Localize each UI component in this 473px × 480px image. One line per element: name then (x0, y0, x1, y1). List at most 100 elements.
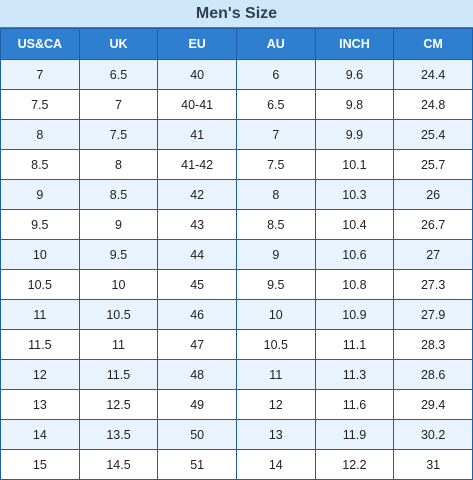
table-row: 8 7.5 41 7 9.9 25.4 (0, 119, 473, 150)
table-cell: 10.1 (314, 149, 395, 180)
table-cell: 8.5 (78, 179, 159, 210)
table-cell: 11 (78, 329, 159, 360)
table-cell: 9.6 (314, 59, 395, 90)
table-cell: 47 (157, 329, 237, 360)
table-row: 13 12.5 49 12 11.6 29.4 (0, 389, 473, 420)
table-cell: 8 (0, 119, 80, 150)
table-row: 15 14.5 51 14 12.2 31 (0, 449, 473, 480)
table-cell: 27 (393, 239, 473, 270)
table-cell: 6.5 (78, 59, 159, 90)
table-cell: 9.9 (314, 119, 395, 150)
table-cell: 40-41 (157, 89, 237, 120)
table-cell: 25.7 (393, 149, 473, 180)
table-cell: 29.4 (393, 389, 473, 420)
table-cell: 10.5 (235, 329, 316, 360)
column-header: INCH (314, 28, 395, 60)
table-cell: 11 (0, 299, 80, 330)
table-body: 7 6.5 40 6 9.6 24.4 7.5 7 40-41 6.5 9.8 24.8 8 7.5 41 7… (0, 59, 473, 480)
table-row: 14 13.5 50 13 11.9 30.2 (0, 419, 473, 450)
table-cell: 27.9 (393, 299, 473, 330)
table-cell: 42 (157, 179, 237, 210)
table-cell: 12.2 (314, 449, 395, 480)
table-cell: 7.5 (78, 119, 159, 150)
table-cell: 31 (393, 449, 473, 480)
table-cell: 12.5 (78, 389, 159, 420)
table-cell: 9 (235, 239, 316, 270)
table-cell: 41 (157, 119, 237, 150)
column-header: UK (78, 28, 159, 60)
table-cell: 10.8 (314, 269, 395, 300)
table-cell: 8.5 (235, 209, 316, 240)
table-cell: 30.2 (393, 419, 473, 450)
table-cell: 8 (235, 179, 316, 210)
table-cell: 10.6 (314, 239, 395, 270)
table-cell: 11 (235, 359, 316, 390)
table-cell: 9.8 (314, 89, 395, 120)
table-cell: 27.3 (393, 269, 473, 300)
table-row: 11.5 11 47 10.5 11.1 28.3 (0, 329, 473, 360)
table-cell: 6 (235, 59, 316, 90)
table-cell: 11.3 (314, 359, 395, 390)
header-row: US&CA UK EU AU INCH CM (0, 28, 473, 60)
table-cell: 7 (235, 119, 316, 150)
table-cell: 11.5 (0, 329, 80, 360)
table-cell: 15 (0, 449, 80, 480)
table-cell: 50 (157, 419, 237, 450)
table-cell: 51 (157, 449, 237, 480)
table-cell: 41-42 (157, 149, 237, 180)
table-row: 8.5 8 41-42 7.5 10.1 25.7 (0, 149, 473, 180)
table-cell: 13 (0, 389, 80, 420)
table-cell: 9.5 (235, 269, 316, 300)
column-header: CM (393, 28, 473, 60)
table-cell: 7 (78, 89, 159, 120)
table-cell: 10 (78, 269, 159, 300)
table-cell: 9.5 (78, 239, 159, 270)
table-cell: 7.5 (235, 149, 316, 180)
table-cell: 10 (235, 299, 316, 330)
table-cell: 10.5 (78, 299, 159, 330)
table-cell: 8 (78, 149, 159, 180)
table-cell: 28.3 (393, 329, 473, 360)
table-cell: 11.6 (314, 389, 395, 420)
table-row: 10.5 10 45 9.5 10.8 27.3 (0, 269, 473, 300)
table-cell: 12 (235, 389, 316, 420)
table-cell: 45 (157, 269, 237, 300)
table-cell: 43 (157, 209, 237, 240)
table-cell: 14 (235, 449, 316, 480)
table-cell: 13 (235, 419, 316, 450)
column-header: US&CA (0, 28, 80, 60)
table-cell: 7.5 (0, 89, 80, 120)
table-cell: 9.5 (0, 209, 80, 240)
column-header: EU (157, 28, 237, 60)
table-cell: 8.5 (0, 149, 80, 180)
table-cell: 12 (0, 359, 80, 390)
table-cell: 9 (0, 179, 80, 210)
table-row: 12 11.5 48 11 11.3 28.6 (0, 359, 473, 390)
table-cell: 44 (157, 239, 237, 270)
table-cell: 26 (393, 179, 473, 210)
size-table: US&CA UK EU AU INCH CM 7 6.5 40 6 9.6 24.4 7.5 7 40-4… (0, 28, 473, 480)
table-cell: 10.5 (0, 269, 80, 300)
table-cell: 10.3 (314, 179, 395, 210)
table-cell: 49 (157, 389, 237, 420)
table-cell: 10 (0, 239, 80, 270)
table-cell: 13.5 (78, 419, 159, 450)
table-cell: 10.9 (314, 299, 395, 330)
chart-title: Men's Size (0, 0, 473, 28)
table-cell: 7 (0, 59, 80, 90)
table-cell: 11.1 (314, 329, 395, 360)
table-row: 9.5 9 43 8.5 10.4 26.7 (0, 209, 473, 240)
table-row: 11 10.5 46 10 10.9 27.9 (0, 299, 473, 330)
table-cell: 24.8 (393, 89, 473, 120)
table-row: 10 9.5 44 9 10.6 27 (0, 239, 473, 270)
table-row: 7.5 7 40-41 6.5 9.8 24.8 (0, 89, 473, 120)
table-cell: 24.4 (393, 59, 473, 90)
table-cell: 9 (78, 209, 159, 240)
table-row: 7 6.5 40 6 9.6 24.4 (0, 59, 473, 90)
table-cell: 26.7 (393, 209, 473, 240)
table-cell: 28.6 (393, 359, 473, 390)
table-cell: 10.4 (314, 209, 395, 240)
table-cell: 14.5 (78, 449, 159, 480)
table-cell: 6.5 (235, 89, 316, 120)
